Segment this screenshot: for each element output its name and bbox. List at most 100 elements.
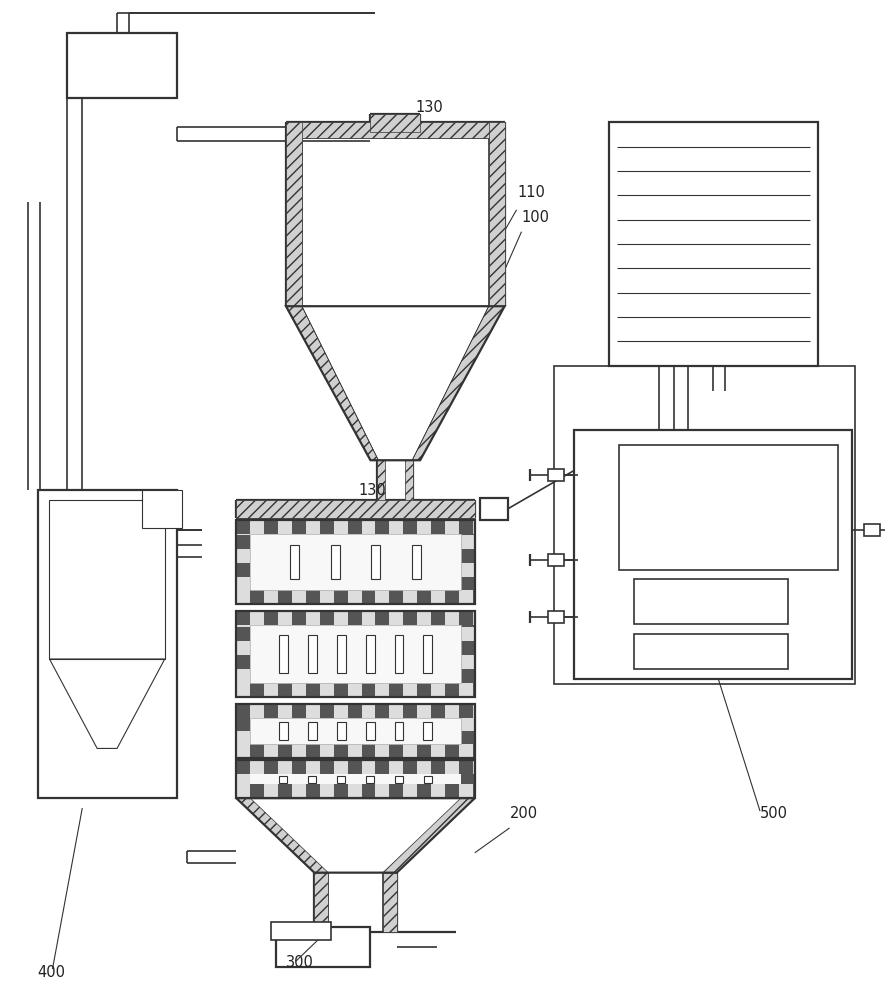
Bar [461, 627, 475, 641]
Bar [403, 590, 417, 604]
Bar [236, 717, 250, 731]
Bar [417, 784, 431, 798]
Bar [236, 784, 250, 798]
Text: 400: 400 [37, 965, 66, 980]
Bar [445, 611, 459, 625]
Bar [361, 744, 376, 758]
Bar [334, 611, 347, 625]
Bar [331, 545, 340, 579]
Bar [461, 744, 475, 758]
Bar [236, 683, 250, 697]
Bar [236, 613, 250, 627]
Bar [417, 760, 431, 774]
Bar [305, 744, 320, 758]
Bar [361, 520, 376, 534]
Bar [403, 784, 417, 798]
Bar [445, 744, 459, 758]
Bar [236, 549, 250, 563]
Bar [619, 445, 837, 570]
Bar [377, 460, 385, 503]
Bar [278, 704, 292, 718]
Bar [461, 770, 475, 784]
Bar [461, 655, 475, 669]
Bar [389, 520, 403, 534]
Bar [334, 520, 347, 534]
Bar [236, 627, 250, 641]
Bar [389, 760, 403, 774]
Bar [376, 590, 389, 604]
Bar [461, 563, 475, 577]
Polygon shape [412, 306, 504, 460]
Bar [403, 760, 417, 774]
Bar [417, 683, 431, 697]
Bar [347, 744, 361, 758]
Bar [264, 520, 278, 534]
Bar [361, 704, 376, 718]
Bar [461, 521, 475, 535]
Polygon shape [236, 798, 475, 873]
Bar [472, 784, 475, 798]
Bar [236, 521, 250, 535]
Bar [461, 717, 475, 731]
Bar [278, 590, 292, 604]
Bar [347, 590, 361, 604]
Bar [236, 611, 475, 697]
Text: 110: 110 [518, 185, 545, 200]
Bar [424, 635, 432, 673]
Bar [250, 760, 264, 774]
Bar [431, 520, 445, 534]
Bar [461, 683, 475, 697]
Bar [37, 490, 177, 798]
Bar [334, 744, 347, 758]
Bar [461, 613, 475, 627]
Bar [292, 520, 305, 534]
Bar [389, 611, 403, 625]
Bar [236, 535, 250, 549]
Bar [292, 760, 305, 774]
Bar [286, 122, 302, 306]
Bar [142, 490, 182, 528]
Bar [236, 784, 250, 798]
Bar [480, 498, 508, 520]
Bar [361, 760, 376, 774]
Bar [236, 704, 250, 717]
Bar [445, 784, 459, 798]
Bar [314, 873, 329, 932]
Bar [445, 760, 459, 774]
Text: 500: 500 [760, 806, 788, 821]
Bar [292, 704, 305, 718]
Bar [461, 760, 475, 770]
Bar [431, 683, 445, 697]
Bar [472, 520, 475, 534]
Bar [264, 760, 278, 774]
Bar [271, 922, 330, 940]
Text: 130: 130 [416, 100, 443, 115]
Bar [575, 430, 852, 679]
Bar [424, 776, 432, 783]
Text: 100: 100 [521, 210, 550, 225]
Bar [292, 683, 305, 697]
Bar [431, 760, 445, 774]
Bar [347, 683, 361, 697]
Bar [417, 704, 431, 718]
Bar [459, 760, 472, 774]
Bar [279, 635, 288, 673]
Bar [389, 683, 403, 697]
Bar [250, 590, 264, 604]
Bar [236, 641, 250, 655]
Bar [67, 33, 177, 98]
Bar [305, 760, 320, 774]
Bar [361, 611, 376, 625]
Bar [459, 744, 472, 758]
Bar [264, 704, 278, 718]
Bar [488, 122, 504, 306]
Bar [459, 590, 472, 604]
Bar [431, 744, 445, 758]
Bar [320, 520, 334, 534]
Bar [376, 704, 389, 718]
Bar [278, 744, 292, 758]
Bar [264, 744, 278, 758]
Bar [403, 611, 417, 625]
Bar [308, 776, 316, 783]
Bar [236, 760, 250, 770]
